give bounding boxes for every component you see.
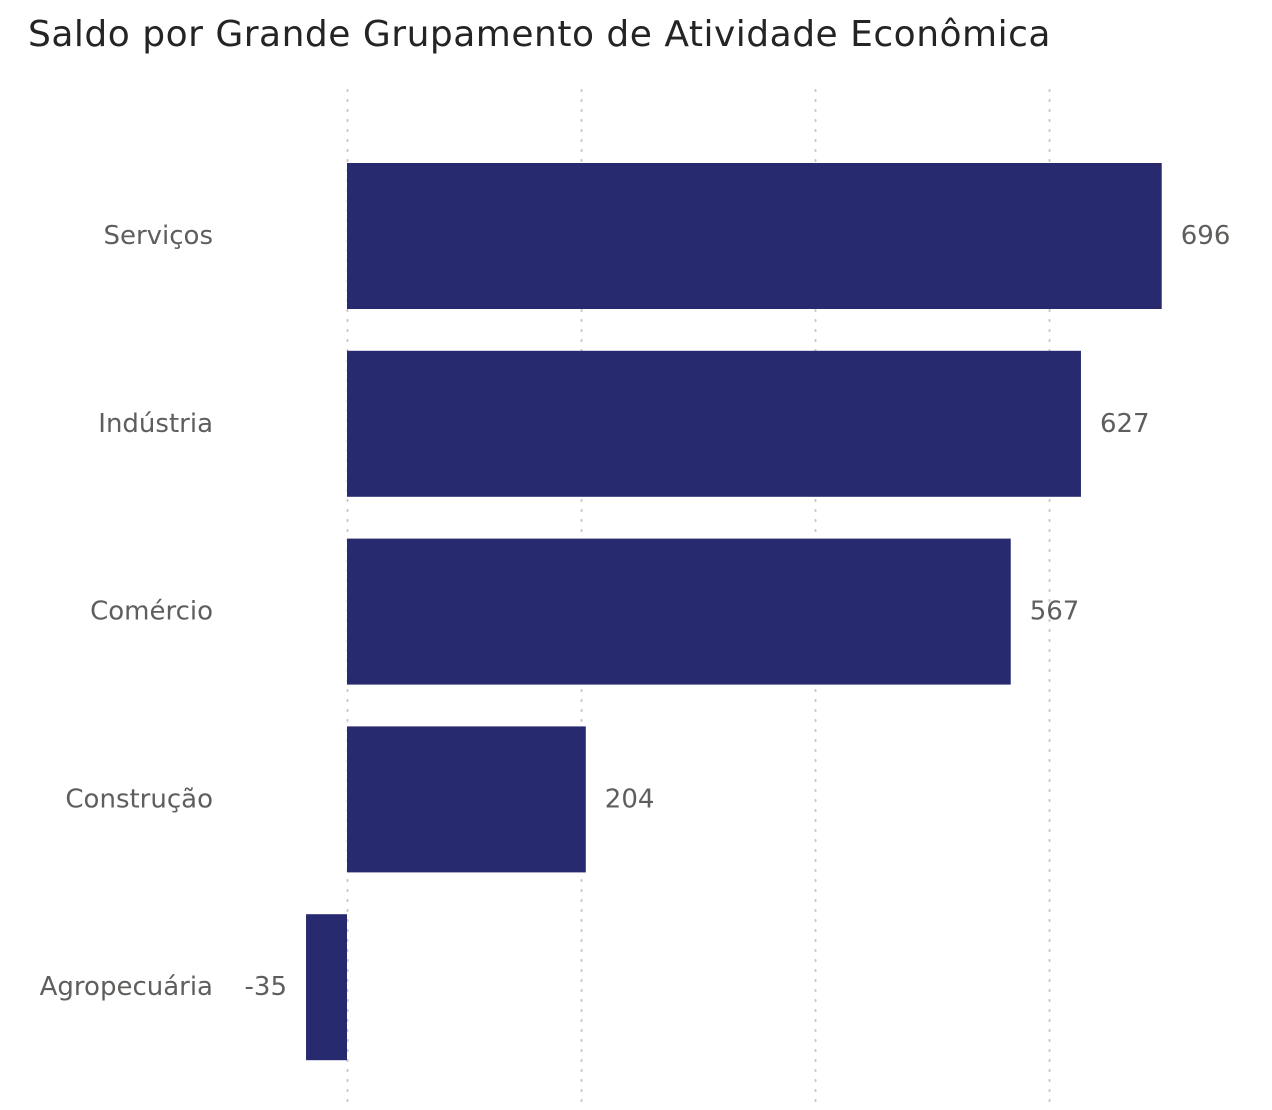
bars <box>306 163 1162 1061</box>
category-label-2: Comércio <box>90 597 213 627</box>
bar-2[interactable] <box>347 538 1011 685</box>
bar-4[interactable] <box>306 914 347 1061</box>
category-label-3: Construção <box>65 784 213 814</box>
data-label-2: 567 <box>1030 597 1080 627</box>
data-labels: 696 627 567 204 -35 <box>245 221 1231 1002</box>
bar-3[interactable] <box>347 726 586 873</box>
data-label-1: 627 <box>1100 409 1150 439</box>
category-axis-labels: Serviços Indústria Comércio Construção Agrop… <box>40 221 213 1002</box>
data-label-4: -35 <box>245 972 287 1002</box>
category-label-0: Serviços <box>103 221 213 251</box>
bar-1[interactable] <box>347 350 1081 497</box>
category-label-1: Indústria <box>98 409 213 439</box>
category-label-4: Agropecuária <box>40 972 213 1002</box>
bar-0[interactable] <box>347 163 1162 309</box>
chart-title: Saldo por Grande Grupamento de Atividade… <box>28 14 1051 55</box>
data-label-3: 204 <box>605 784 655 814</box>
data-label-0: 696 <box>1181 221 1231 251</box>
